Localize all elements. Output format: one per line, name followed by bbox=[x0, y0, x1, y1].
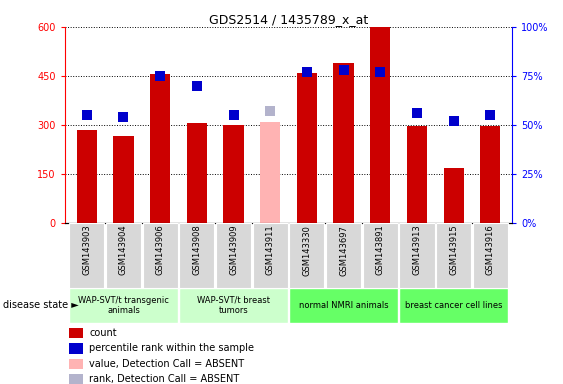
Text: rank, Detection Call = ABSENT: rank, Detection Call = ABSENT bbox=[90, 374, 240, 384]
Point bbox=[413, 110, 422, 116]
Bar bbox=[444, 168, 464, 223]
Point bbox=[119, 114, 128, 120]
Text: GSM143916: GSM143916 bbox=[486, 225, 495, 275]
Bar bbox=[333, 63, 354, 223]
Point bbox=[302, 69, 311, 75]
Bar bbox=[69, 359, 83, 369]
Text: GSM143697: GSM143697 bbox=[339, 225, 348, 276]
Bar bbox=[179, 288, 288, 323]
Bar bbox=[106, 223, 141, 288]
Bar bbox=[436, 223, 471, 288]
Bar bbox=[69, 223, 104, 288]
Bar bbox=[253, 223, 288, 288]
Point bbox=[229, 112, 238, 118]
Point bbox=[376, 69, 385, 75]
Bar bbox=[260, 121, 280, 223]
Point bbox=[486, 112, 495, 118]
Point bbox=[155, 73, 164, 79]
Text: GSM143330: GSM143330 bbox=[302, 225, 311, 276]
Text: GSM143906: GSM143906 bbox=[155, 225, 164, 275]
Text: WAP-SVT/t transgenic
animals: WAP-SVT/t transgenic animals bbox=[78, 296, 169, 315]
Bar bbox=[69, 374, 83, 384]
Bar bbox=[77, 130, 97, 223]
Bar bbox=[399, 288, 508, 323]
Point bbox=[449, 118, 458, 124]
Bar bbox=[473, 223, 508, 288]
Text: value, Detection Call = ABSENT: value, Detection Call = ABSENT bbox=[90, 359, 244, 369]
Text: GSM143904: GSM143904 bbox=[119, 225, 128, 275]
Text: GSM143915: GSM143915 bbox=[449, 225, 458, 275]
Bar bbox=[370, 27, 390, 223]
Text: GSM143913: GSM143913 bbox=[413, 225, 422, 275]
Point bbox=[193, 83, 202, 89]
Bar bbox=[289, 223, 324, 288]
Text: GSM143909: GSM143909 bbox=[229, 225, 238, 275]
Text: GSM143903: GSM143903 bbox=[82, 225, 91, 275]
Bar bbox=[480, 126, 501, 223]
Bar bbox=[69, 288, 178, 323]
Bar bbox=[113, 136, 133, 223]
Text: disease state ►: disease state ► bbox=[3, 300, 79, 310]
Bar bbox=[224, 126, 244, 223]
Point bbox=[339, 67, 348, 73]
Text: breast cancer cell lines: breast cancer cell lines bbox=[405, 301, 502, 310]
Point bbox=[82, 112, 91, 118]
Bar bbox=[363, 223, 398, 288]
Title: GDS2514 / 1435789_x_at: GDS2514 / 1435789_x_at bbox=[209, 13, 368, 26]
Bar bbox=[150, 74, 170, 223]
Text: GSM143891: GSM143891 bbox=[376, 225, 385, 275]
Text: GSM143911: GSM143911 bbox=[266, 225, 275, 275]
Point bbox=[266, 108, 275, 114]
Text: count: count bbox=[90, 328, 117, 338]
Bar bbox=[69, 328, 83, 338]
Bar bbox=[289, 288, 398, 323]
Bar bbox=[179, 223, 215, 288]
Text: percentile rank within the sample: percentile rank within the sample bbox=[90, 343, 254, 354]
Bar bbox=[326, 223, 361, 288]
Bar bbox=[407, 126, 427, 223]
Bar bbox=[69, 343, 83, 354]
Bar bbox=[399, 223, 435, 288]
Text: normal NMRI animals: normal NMRI animals bbox=[299, 301, 388, 310]
Bar bbox=[187, 123, 207, 223]
Bar bbox=[216, 223, 251, 288]
Bar bbox=[297, 73, 317, 223]
Text: WAP-SVT/t breast
tumors: WAP-SVT/t breast tumors bbox=[197, 296, 270, 315]
Text: GSM143908: GSM143908 bbox=[193, 225, 202, 275]
Bar bbox=[142, 223, 178, 288]
